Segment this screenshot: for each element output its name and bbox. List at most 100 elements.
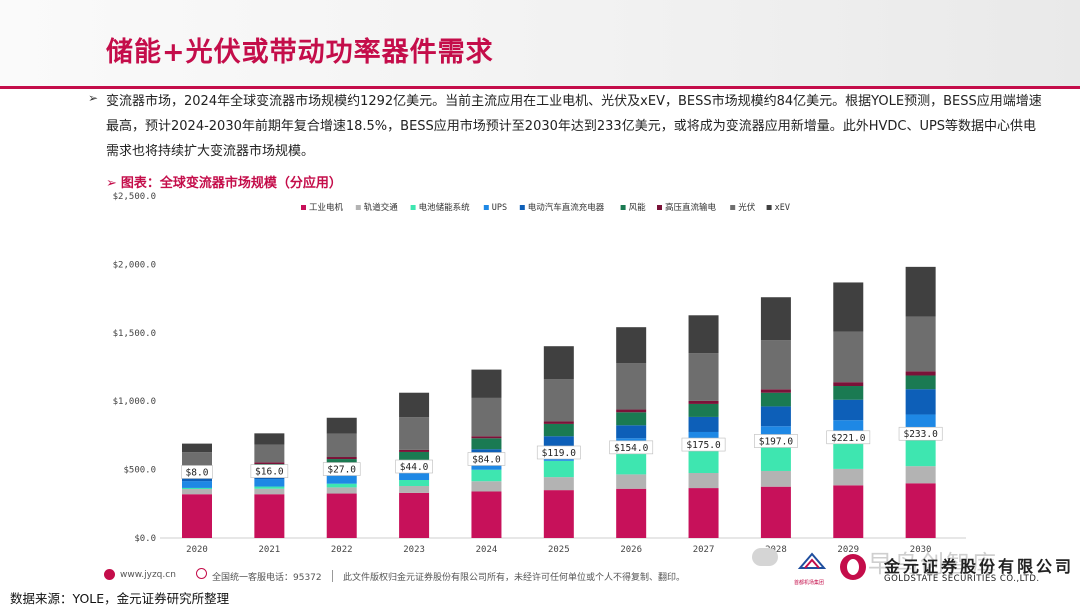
data-label: $154.0	[614, 443, 649, 454]
legend-label: 风能	[629, 202, 647, 213]
data-label-box	[681, 437, 726, 452]
x-tick-label: 2022	[331, 545, 353, 555]
bar-segment	[833, 485, 864, 538]
chart-heading-arrow-icon: ➢	[106, 176, 117, 191]
bar-segment	[471, 369, 502, 398]
x-tick-label: 2029	[837, 545, 859, 555]
bar-segment	[688, 449, 719, 474]
data-label-box	[467, 452, 506, 466]
wechat-watermark-icon	[752, 548, 778, 566]
x-tick-label: 2020	[186, 545, 208, 555]
bar-segment	[399, 492, 430, 538]
x-tick-label: 2023	[403, 545, 425, 555]
bar-segment	[182, 443, 212, 453]
bar-segment	[760, 470, 791, 487]
footer-website: www.jyzq.cn	[120, 570, 176, 580]
y-tick-label: $0.0	[134, 534, 156, 544]
bar-segment	[399, 417, 430, 450]
bar-segment	[616, 409, 647, 413]
y-tick-label: $500.0	[123, 466, 156, 476]
bar-segment	[182, 494, 212, 538]
bar-segment	[688, 488, 719, 538]
bar-segment	[688, 315, 719, 354]
bar-segment	[543, 379, 574, 422]
header-band	[0, 0, 1080, 86]
bullet-arrow-icon: ➢	[88, 91, 99, 105]
bar-segment	[905, 466, 936, 484]
y-tick-label: $2,000.0	[113, 260, 156, 270]
y-tick-label: $1,000.0	[113, 397, 156, 407]
y-tick-label: $1,500.0	[113, 329, 156, 339]
data-label-box	[395, 459, 433, 474]
bar-segment	[399, 486, 430, 493]
bar-segment	[760, 389, 791, 393]
legend-swatch	[410, 205, 416, 210]
bar-segment	[905, 375, 936, 390]
data-label: $44.0	[400, 462, 429, 473]
bar-segment	[688, 403, 719, 417]
data-label-box	[250, 464, 289, 478]
bar-segment	[326, 483, 357, 488]
bar-segment	[833, 399, 864, 421]
bar-segment	[833, 386, 864, 400]
legend-swatch	[301, 205, 306, 210]
bar-segment	[905, 371, 936, 376]
bar-segment	[543, 421, 574, 424]
bar-segment	[688, 416, 719, 432]
chart-heading-text: 图表：全球变流器市场规模（分应用）	[120, 176, 342, 191]
legend-label: 高压直流输电	[665, 202, 717, 213]
x-tick-label: 2028	[765, 545, 787, 555]
bar-segment	[399, 451, 430, 463]
bar-segment	[905, 316, 936, 372]
bar-segment	[399, 392, 430, 418]
legend-swatch	[620, 205, 626, 210]
bar-segment	[760, 297, 791, 341]
bar-segment	[688, 400, 719, 404]
bar-segment	[471, 397, 502, 437]
bar-segment	[254, 444, 285, 463]
company-emblem-icon	[840, 554, 866, 580]
data-label: $197.0	[759, 436, 794, 447]
legend-label: UPS	[492, 203, 507, 213]
bar-segment	[399, 449, 430, 452]
bar-segment	[760, 444, 791, 471]
company-name-en: GOLDSTATE SECURITIES CO.,LTD.	[884, 574, 1040, 584]
data-label: $221.0	[831, 433, 866, 444]
globe-icon	[104, 569, 115, 580]
bar-segment	[616, 363, 647, 410]
slide-title: 储能+光伏或带动功率器件需求	[106, 37, 494, 68]
bar-segment	[616, 327, 647, 364]
bar-segment	[399, 479, 430, 487]
bar-segment	[543, 346, 574, 380]
legend-label: 电池储能系统	[419, 202, 471, 213]
data-label-box	[536, 445, 581, 460]
summary-paragraph: 变流器市场，2024年全球变流器市场规模约1292亿美元。当前主流应用在工业电机…	[106, 94, 1042, 159]
data-label: $84.0	[472, 454, 501, 465]
bar-segment	[616, 488, 647, 538]
bar-segment	[326, 487, 357, 494]
x-tick-label: 2025	[548, 545, 570, 555]
bar-segment	[326, 457, 357, 460]
bar-segment	[399, 470, 430, 480]
bar-segment	[254, 494, 285, 538]
bar-segment	[543, 490, 574, 538]
legend-swatch	[519, 205, 525, 210]
bar-segment	[616, 412, 647, 426]
data-source-note: 数据来源：YOLE，金元证券研究所整理	[10, 591, 230, 606]
data-label: $27.0	[327, 465, 356, 476]
bar-segment	[254, 479, 285, 487]
footer-hotline: 全国统一客服电话：95372	[212, 573, 322, 583]
title-underline	[0, 86, 1080, 89]
data-label-box	[898, 426, 943, 441]
legend-swatch	[657, 205, 662, 210]
bar-segment	[471, 469, 502, 482]
bar-segment	[760, 486, 791, 538]
bar-segment	[254, 433, 285, 445]
bar-segment	[616, 453, 647, 475]
bar-segment	[326, 417, 357, 434]
legend-swatch	[483, 205, 489, 210]
x-tick-label: 2030	[910, 545, 932, 555]
bar-segment	[326, 493, 357, 538]
bar-segment	[543, 436, 574, 448]
legend-label: xEV	[775, 203, 790, 213]
